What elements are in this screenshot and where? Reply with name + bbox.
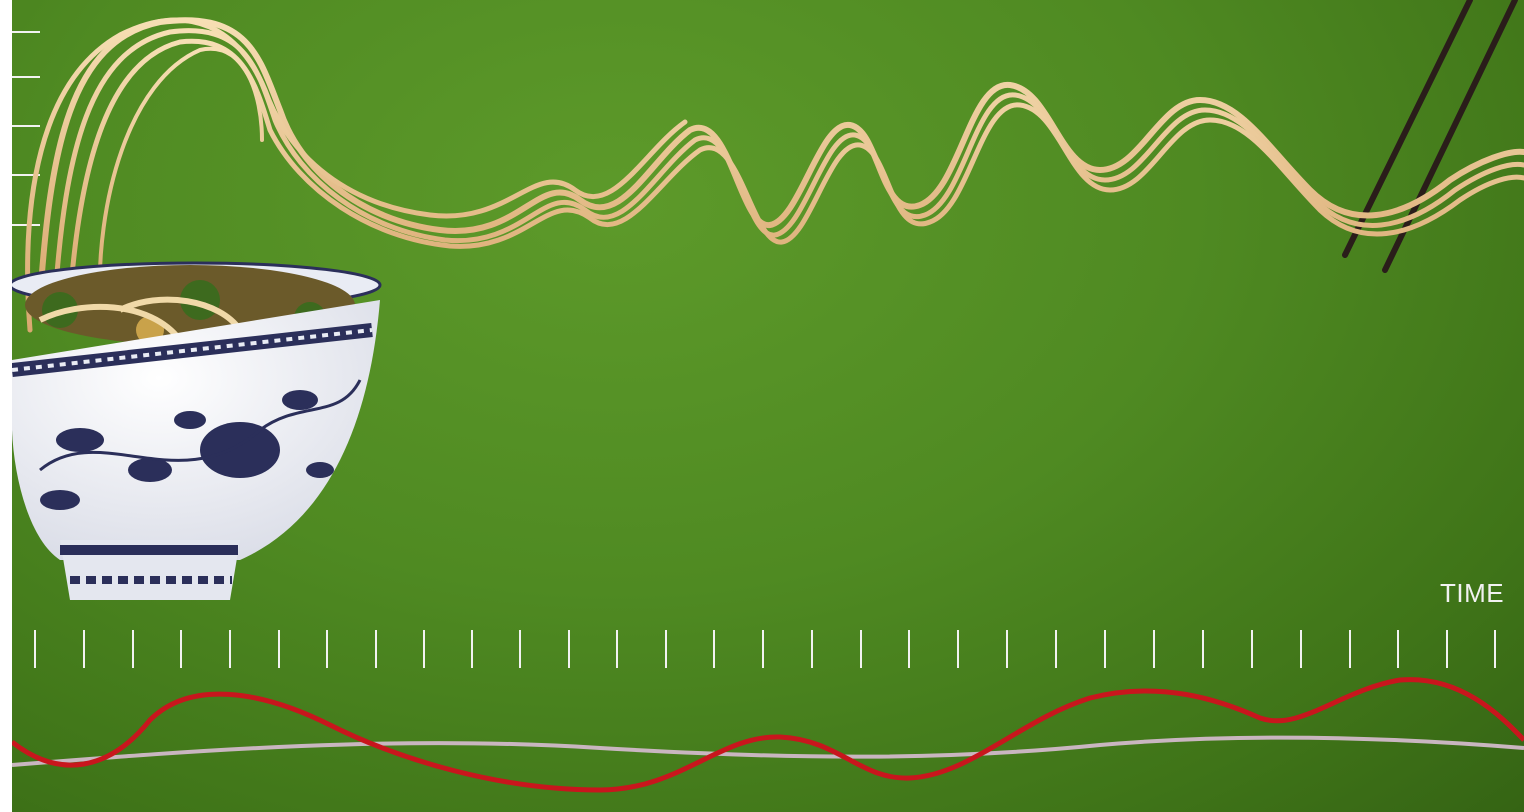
left-margin bbox=[0, 0, 12, 812]
porcelain-bowl bbox=[12, 261, 382, 600]
red-line bbox=[12, 677, 1524, 793]
chopsticks bbox=[1342, 0, 1518, 273]
y-axis-ticks bbox=[12, 31, 40, 226]
grey-line bbox=[12, 735, 1524, 767]
x-axis-ticks bbox=[34, 630, 1496, 668]
noodle-scene bbox=[12, 0, 1524, 812]
x-axis-label: TIME bbox=[1440, 578, 1505, 608]
illustration bbox=[12, 0, 1524, 793]
noodle-strands bbox=[25, 17, 1524, 333]
